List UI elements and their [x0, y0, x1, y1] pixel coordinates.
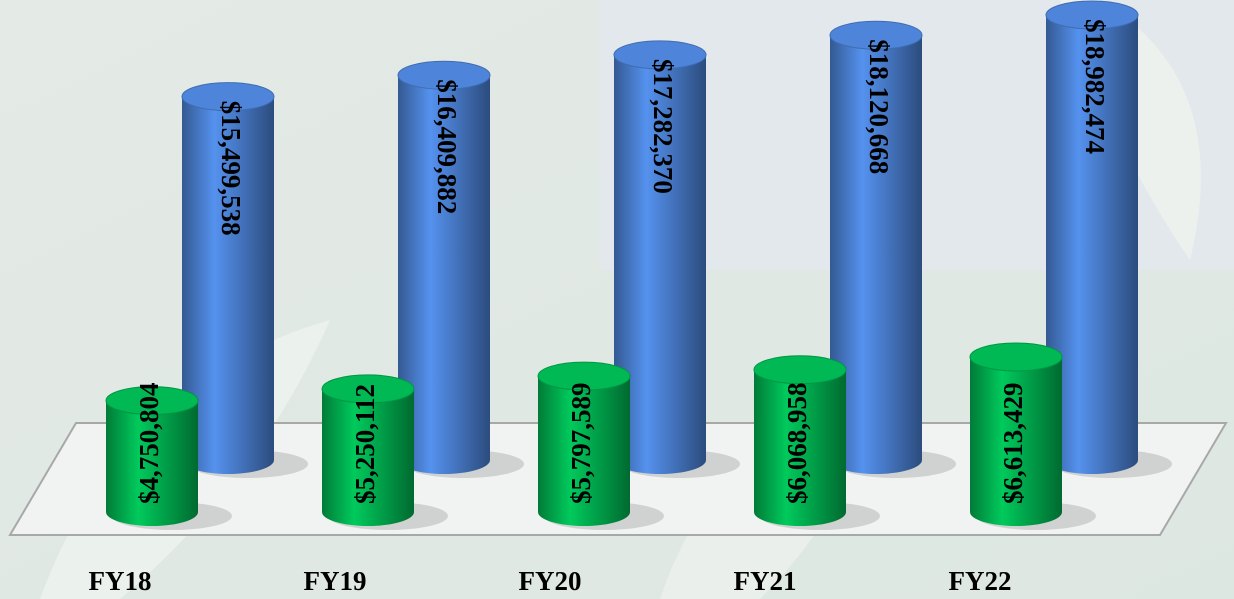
x-tick-label: FY18: [89, 566, 152, 596]
cylinder: [537, 361, 631, 526]
value-label: $6,613,429: [998, 383, 1028, 505]
plot: $15,499,538 $16,409,882 $17,282,370 $18,120…: [89, 0, 1172, 596]
cylinder-top: [397, 60, 491, 90]
cylinder-body: [106, 400, 198, 526]
cylinder: [613, 40, 707, 475]
cylinder: [181, 82, 275, 474]
cylinder-top: [321, 374, 415, 404]
cylinder-body: [614, 54, 706, 475]
cylinder: [753, 355, 847, 526]
x-tick-label: FY22: [949, 566, 1012, 596]
cylinder-body: [830, 35, 922, 475]
cylinder-body: [182, 96, 274, 474]
cylinder: [829, 20, 923, 475]
cylinder-body: [970, 356, 1062, 526]
cylinder: [105, 386, 199, 526]
cylinder-top: [181, 82, 275, 112]
value-label: $17,282,370: [648, 59, 678, 194]
cylinder-top: [105, 386, 199, 416]
x-tick-label: FY19: [304, 566, 367, 596]
value-label: $18,120,668: [864, 39, 894, 174]
cylinder: [397, 60, 491, 474]
cylinder-body: [398, 75, 490, 474]
cylinder: [321, 374, 415, 526]
x-tick-label: FY20: [519, 566, 582, 596]
cylinder-top: [829, 20, 923, 50]
cylinder-body: [1046, 15, 1138, 474]
value-label: $5,797,589: [566, 383, 596, 505]
cylinder-top: [537, 361, 631, 391]
cylinder-body: [322, 388, 414, 526]
cylinder-top: [613, 40, 707, 70]
cylinder: [969, 342, 1063, 526]
cylinder-body: [538, 376, 630, 526]
value-label: $16,409,882: [432, 79, 462, 214]
value-label: $15,499,538: [216, 101, 246, 236]
x-tick-label: FY21: [734, 566, 797, 596]
cylinder: [1045, 0, 1139, 474]
cylinder-body: [754, 369, 846, 526]
cylinder-top: [1045, 0, 1139, 30]
value-label: $6,068,958: [782, 383, 812, 505]
cylinder-top: [753, 355, 847, 385]
value-label: $18,982,474: [1080, 19, 1110, 154]
cylinder-top: [969, 342, 1063, 372]
value-label: $5,250,112: [350, 384, 380, 504]
value-label: $4,750,804: [134, 383, 164, 505]
